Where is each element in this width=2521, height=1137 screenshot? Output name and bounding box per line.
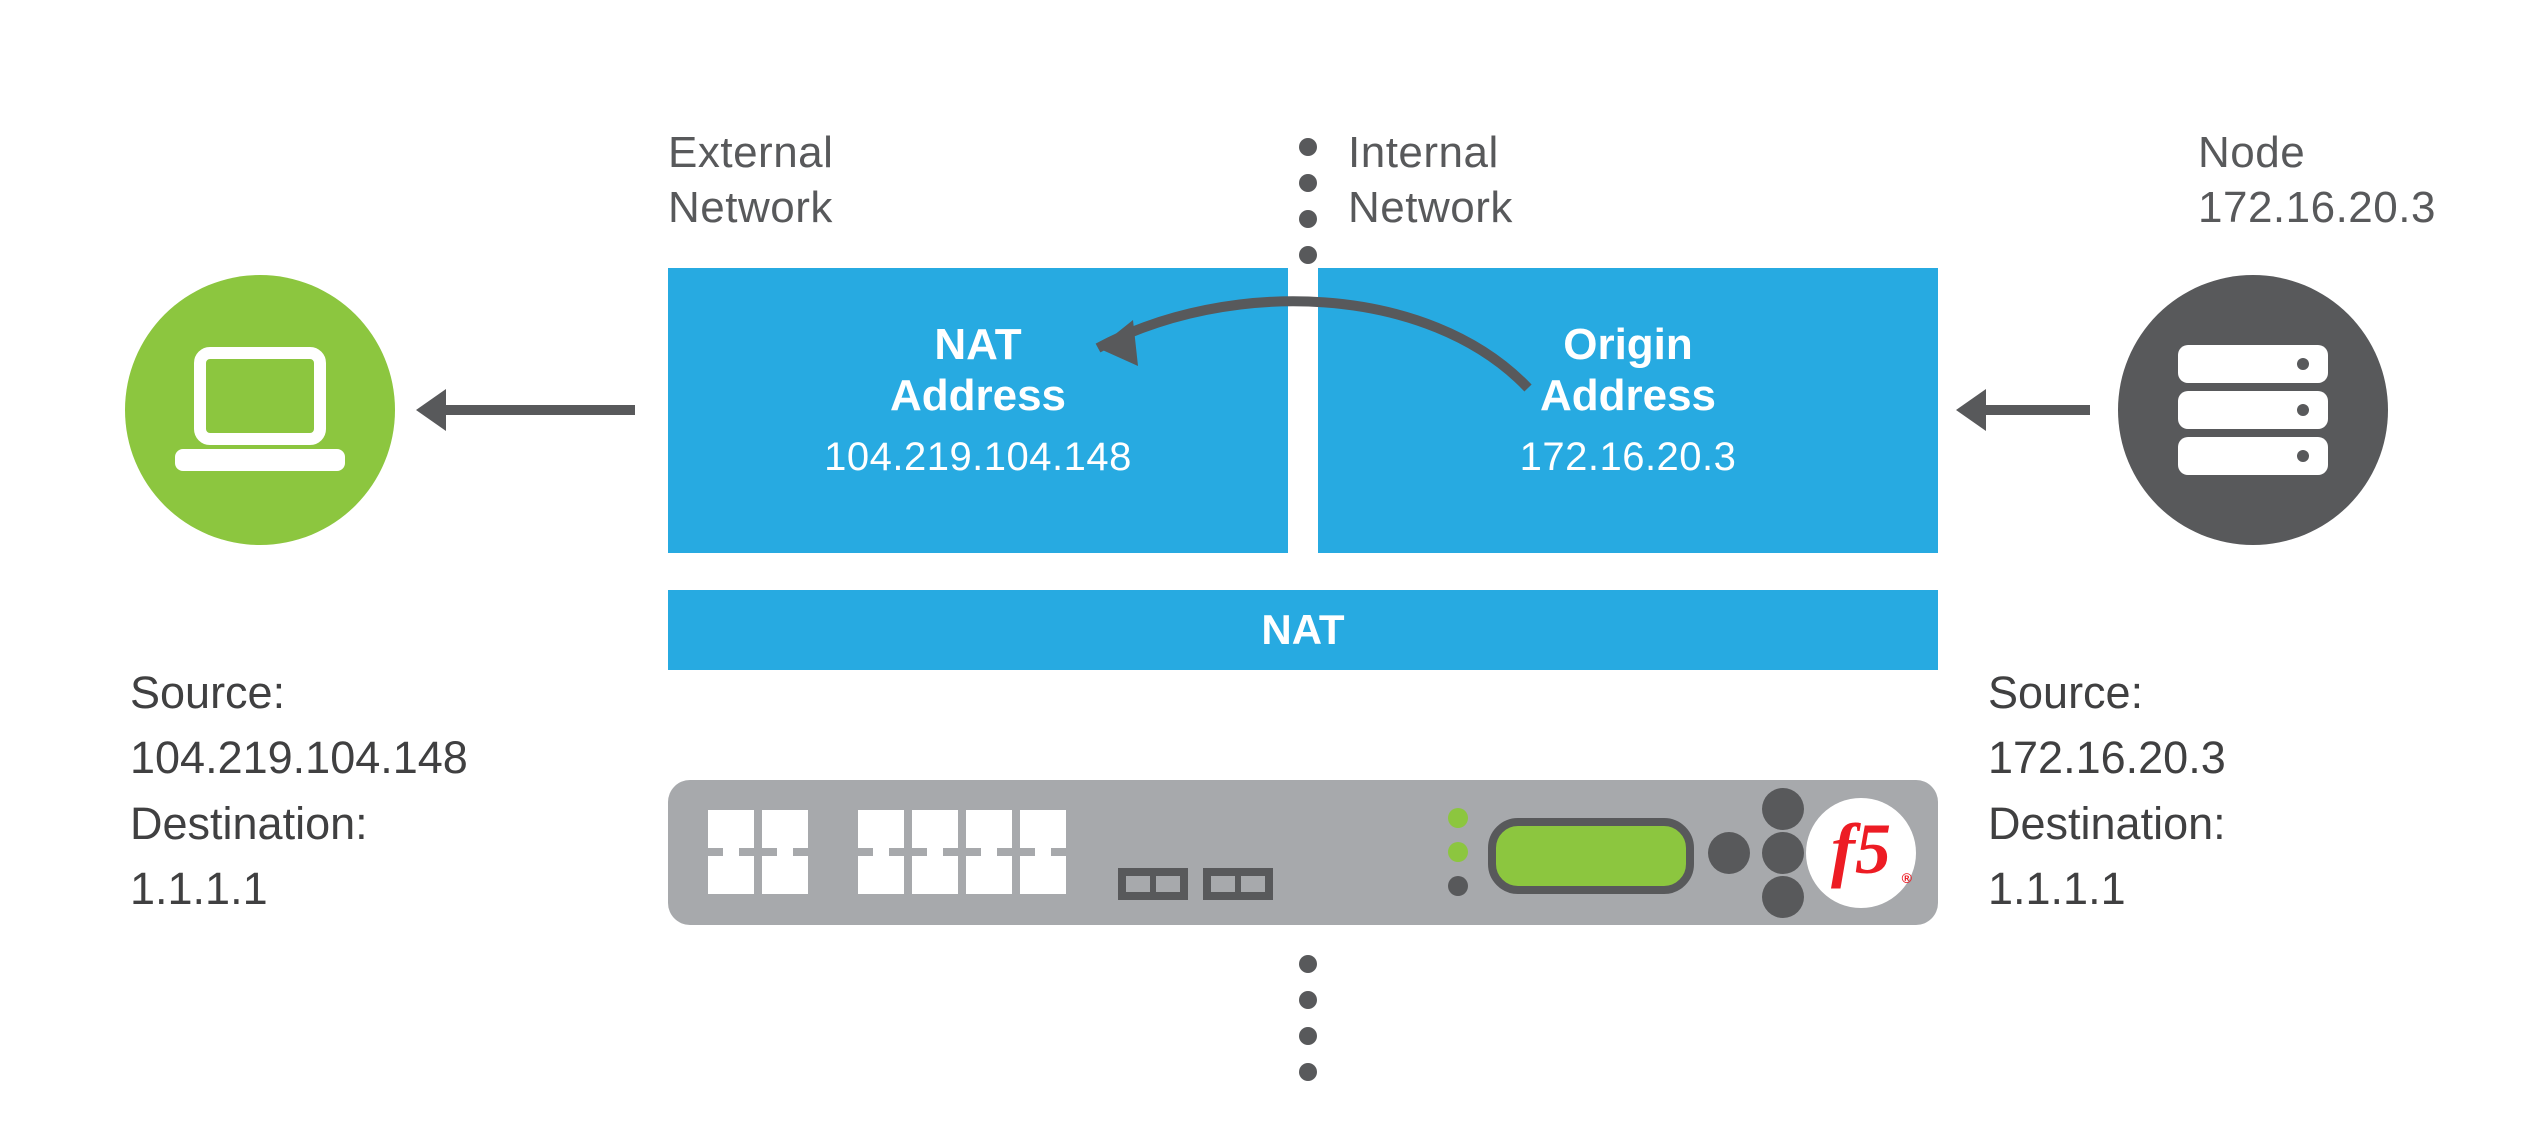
ethernet-port-icon bbox=[1020, 810, 1066, 848]
header-external-line2: Network bbox=[668, 183, 833, 232]
node-dest-label: Destination: bbox=[1988, 798, 2226, 849]
client-packet-info: Source: 104.219.104.148 Destination: 1.1… bbox=[130, 660, 468, 921]
laptop-icon bbox=[175, 345, 345, 475]
led-icon bbox=[1448, 876, 1468, 896]
f5-appliance: f5 ® bbox=[668, 780, 1938, 925]
sfp-port-icon bbox=[1203, 868, 1273, 900]
client-icon bbox=[125, 275, 395, 545]
registered-mark-icon: ® bbox=[1902, 870, 1912, 886]
arrow-from-node bbox=[1980, 405, 2090, 415]
led-icon bbox=[1448, 808, 1468, 828]
server-icon bbox=[2178, 345, 2328, 475]
port-group-2x2 bbox=[708, 810, 808, 894]
node-source-label: Source: bbox=[1988, 667, 2143, 718]
divider-dots-bottom bbox=[1298, 955, 1318, 1081]
node-source-value: 172.16.20.3 bbox=[1988, 732, 2226, 783]
status-leds bbox=[1448, 808, 1468, 896]
f5-logo-icon: f5 ® bbox=[1806, 798, 1916, 908]
client-source-label: Source: bbox=[130, 667, 285, 718]
ethernet-port-icon bbox=[858, 810, 904, 848]
header-node-line2: 172.16.20.3 bbox=[2198, 183, 2436, 232]
origin-box-ip: 172.16.20.3 bbox=[1318, 435, 1938, 480]
nat-diagram: External Network Internal Network Node 1… bbox=[0, 0, 2521, 1137]
nat-bar: NAT bbox=[668, 590, 1938, 670]
node-packet-info: Source: 172.16.20.3 Destination: 1.1.1.1 bbox=[1988, 660, 2226, 921]
ethernet-port-icon bbox=[912, 856, 958, 894]
header-node-line1: Node bbox=[2198, 128, 2305, 177]
curved-arrow-icon bbox=[668, 268, 1938, 428]
nat-bar-label: NAT bbox=[1261, 606, 1344, 653]
led-icon bbox=[1448, 842, 1468, 862]
header-external-line1: External bbox=[668, 128, 833, 177]
client-dest-label: Destination: bbox=[130, 798, 368, 849]
arrow-head-icon bbox=[1956, 389, 1986, 431]
header-internal-line2: Network bbox=[1348, 183, 1513, 232]
port-group-4x2 bbox=[858, 810, 1066, 894]
client-dest-value: 1.1.1.1 bbox=[130, 863, 268, 914]
header-internal-line1: Internal bbox=[1348, 128, 1499, 177]
ethernet-port-icon bbox=[762, 810, 808, 848]
node-dest-value: 1.1.1.1 bbox=[1988, 863, 2126, 914]
ethernet-port-icon bbox=[708, 810, 754, 848]
header-external: External Network bbox=[668, 125, 833, 235]
client-source-value: 104.219.104.148 bbox=[130, 732, 468, 783]
lcd-screen-icon bbox=[1488, 818, 1694, 894]
ethernet-port-icon bbox=[708, 856, 754, 894]
ethernet-port-icon bbox=[858, 856, 904, 894]
ethernet-port-icon bbox=[1020, 856, 1066, 894]
arrow-to-client bbox=[440, 405, 635, 415]
arrow-head-icon bbox=[416, 389, 446, 431]
header-node: Node 172.16.20.3 bbox=[2198, 125, 2436, 235]
f5-logo-text: f5 bbox=[1831, 808, 1891, 891]
ethernet-port-icon bbox=[966, 810, 1012, 848]
sfp-port-icon bbox=[1118, 868, 1188, 900]
node-icon bbox=[2118, 275, 2388, 545]
ethernet-port-icon bbox=[912, 810, 958, 848]
nat-box-ip: 104.219.104.148 bbox=[668, 435, 1288, 480]
ethernet-port-icon bbox=[762, 856, 808, 894]
divider-dots-top bbox=[1298, 138, 1318, 264]
header-internal: Internal Network bbox=[1348, 125, 1513, 235]
ethernet-port-icon bbox=[966, 856, 1012, 894]
